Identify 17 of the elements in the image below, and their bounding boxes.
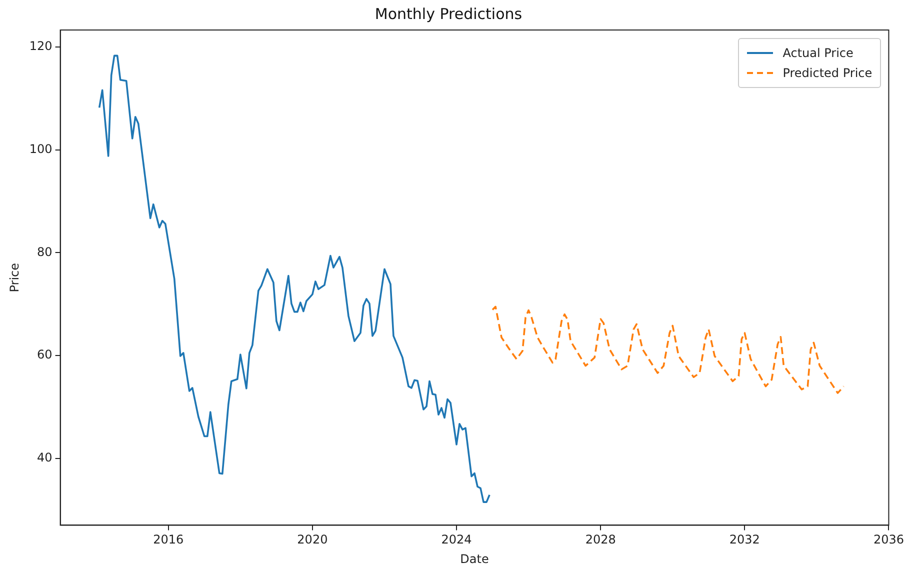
x-tick-label: 2028 [585,532,616,547]
legend-label: Predicted Price [782,65,872,82]
x-axis-title: Date [460,552,489,566]
y-tick-label: 100 [29,142,52,156]
legend-label: Actual Price [782,45,854,62]
x-tick-label: 2020 [297,532,328,547]
chart-title: Monthly Predictions [374,4,522,23]
y-tick-label: 40 [37,450,52,464]
x-tick-label: 2024 [441,532,472,547]
x-tick-label: 2032 [729,532,760,547]
y-tick-label: 60 [37,348,52,362]
y-axis-title: Price [7,262,22,292]
line-series [492,306,845,394]
y-tick-label: 120 [29,39,52,54]
x-tick-label: 2036 [873,532,904,547]
y-tick-label: 80 [37,244,52,259]
x-tick-label: 2016 [153,532,184,547]
